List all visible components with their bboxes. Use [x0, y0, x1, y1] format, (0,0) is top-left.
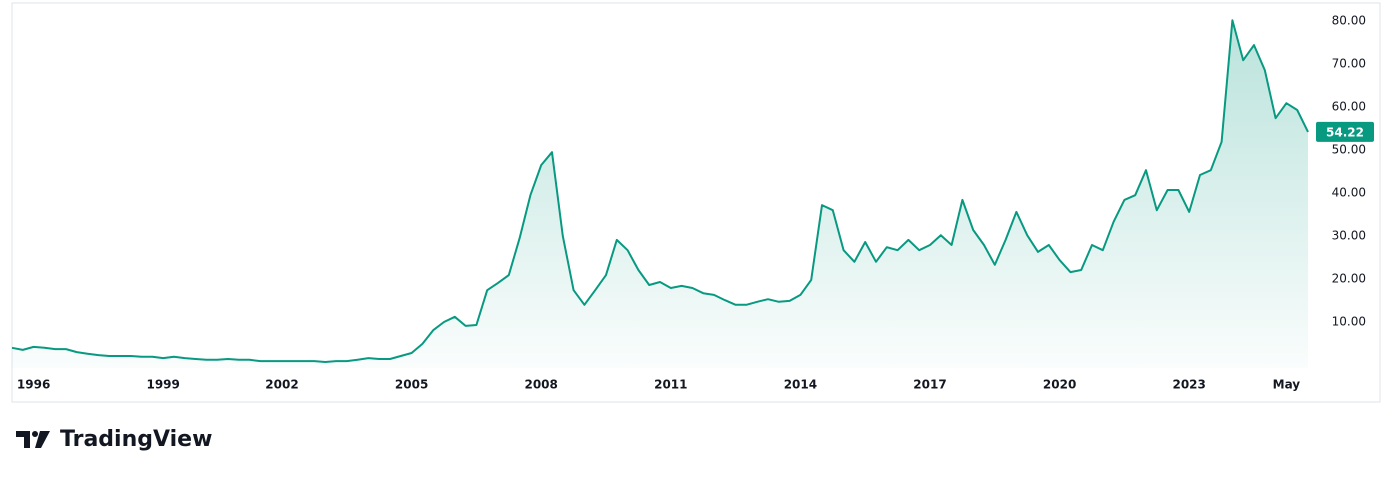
y-tick-label: 70.00: [1332, 57, 1366, 71]
x-tick-label: 2020: [1043, 378, 1076, 392]
x-tick-label: 2023: [1172, 378, 1205, 392]
y-tick-label: 60.00: [1332, 100, 1366, 114]
x-tick-label: 1999: [146, 378, 179, 392]
chart-frame: [11, 2, 1381, 403]
x-tick-label: 2002: [265, 378, 298, 392]
y-tick-label: 50.00: [1332, 143, 1366, 157]
x-tick-label: 1996: [17, 378, 50, 392]
x-tick-label: 2017: [913, 378, 946, 392]
x-tick-label: 2014: [784, 378, 817, 392]
x-tick-label: 2011: [654, 378, 687, 392]
y-tick-label: 80.00: [1332, 14, 1366, 28]
y-tick-label: 40.00: [1332, 186, 1366, 200]
brand-name: TradingView: [60, 427, 212, 452]
price-line: [11, 19, 1309, 363]
y-tick-label: 30.00: [1332, 229, 1366, 243]
x-tick-label: 2005: [395, 378, 428, 392]
area-fill: [12, 20, 1308, 368]
brand-logo: TradingView: [16, 427, 212, 452]
y-tick-label: 10.00: [1332, 314, 1366, 328]
last-value-label: 54.22: [1326, 125, 1364, 139]
y-tick-label: 20.00: [1332, 272, 1366, 286]
x-tick-label: 2008: [524, 378, 557, 392]
x-tick-label: May: [1273, 378, 1301, 392]
last-value-badge: [1316, 121, 1374, 142]
